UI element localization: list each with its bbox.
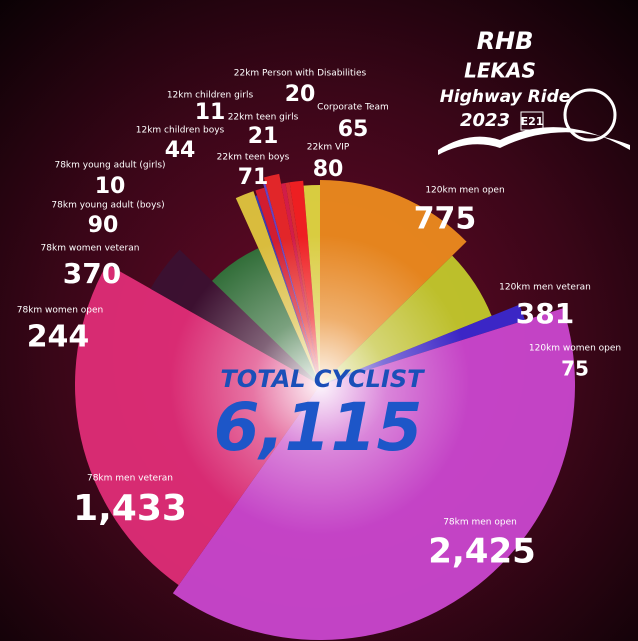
slice-value: 244 <box>27 320 90 355</box>
slice-name: 78km women open <box>17 306 104 316</box>
slice-name: 120km men veteran <box>499 283 591 293</box>
slice-value: 21 <box>248 124 279 149</box>
slice-value: 775 <box>414 202 477 237</box>
slice-value: 44 <box>165 138 196 163</box>
slice-name: 78km young adult (boys) <box>51 201 164 211</box>
slice-value: 1,433 <box>73 488 187 529</box>
slice-name: Corporate Team <box>317 103 389 113</box>
slice-value: 90 <box>88 213 119 238</box>
slice-name: 22km Person with Disabilities <box>234 69 367 79</box>
slice-name: 78km young adult (girls) <box>54 161 165 171</box>
slice-name: 22km teen girls <box>228 113 299 123</box>
slice-name: 120km women open <box>529 344 621 354</box>
total-value: 6,115 <box>214 389 423 466</box>
slice-value: 20 <box>285 82 316 107</box>
slice-value: 11 <box>195 100 226 125</box>
slice-value: 10 <box>95 174 126 199</box>
slice-name: 12km children boys <box>136 126 225 136</box>
slice-value: 75 <box>561 357 589 381</box>
slice-name: 22km VIP <box>307 143 350 153</box>
slice-name: 78km women veteran <box>41 244 140 254</box>
slice-name: 22km teen boys <box>217 153 290 163</box>
logo-badge: E21 <box>521 115 544 128</box>
logo-year: 2023 <box>460 110 510 131</box>
slice-name: 12km children girls <box>167 91 254 101</box>
slice-name: 120km men open <box>425 186 504 196</box>
logo-line1: LEKAS <box>464 59 536 83</box>
slice-value: 71 <box>238 165 269 190</box>
slice-value: 381 <box>516 297 574 330</box>
slice-value: 65 <box>338 117 369 142</box>
slice-value: 80 <box>313 157 344 182</box>
logo-line2: Highway Ride <box>440 87 571 107</box>
logo-brand: RHB <box>477 27 534 55</box>
slice-value: 370 <box>63 257 121 290</box>
chart: RHB LEKAS Highway Ride 2023 E21 TOTAL CY… <box>0 0 638 641</box>
slice-name: 78km men open <box>443 518 517 528</box>
slice-value: 2,425 <box>428 532 536 572</box>
slice-name: 78km men veteran <box>87 474 173 484</box>
